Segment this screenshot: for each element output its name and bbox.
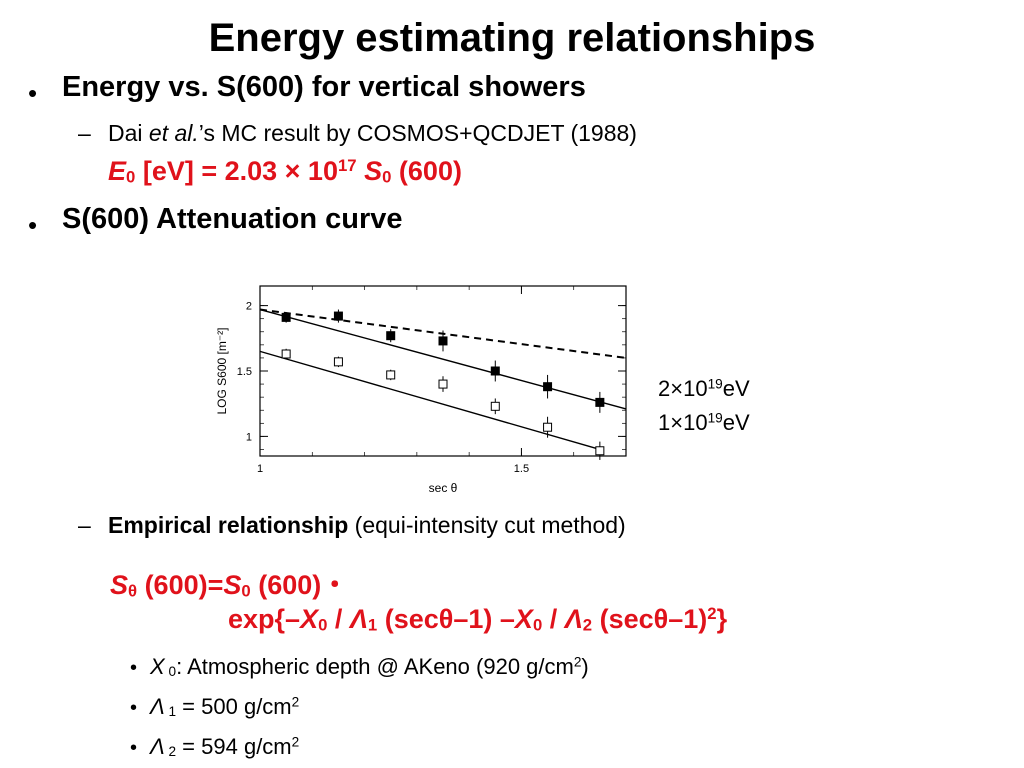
formula-end: (600)・ [250, 570, 349, 600]
item-x0: X 0: Atmospheric depth @ AKeno (920 g/cm… [150, 654, 589, 680]
data-point-2e19 [490, 366, 500, 376]
legend-unit: eV [722, 376, 750, 401]
item-text: : Atmospheric depth @ AKeno (920 g/cm [176, 654, 574, 679]
data-point-2e19 [543, 382, 553, 392]
legend-exp: 19 [707, 376, 723, 392]
exp-open: exp{– [228, 604, 301, 635]
empirical-bold: Empirical relationship [108, 512, 349, 538]
exponent-17: 17 [337, 156, 357, 175]
fit-line [259, 308, 627, 410]
x-tick-label: 1 [257, 463, 263, 475]
legend-exp: 19 [707, 410, 723, 426]
exponent-2: 2 [707, 604, 717, 623]
small-bullet: • [130, 657, 138, 679]
sub-dash: – [78, 120, 91, 146]
sub-0: 0 [532, 615, 543, 635]
bullet-dot: • [28, 210, 38, 240]
data-point-1e19 [281, 349, 291, 359]
legend-base: 2×10 [658, 376, 708, 401]
energy-formula: E0 [eV] = 2.03 × 1017 S0 (600) [108, 156, 462, 188]
dai-suffix: ’s MC result by COSMOS+QCDJET (1988) [198, 120, 637, 146]
empirical-rest: (equi-intensity cut method) [348, 512, 626, 538]
y-tick-label: 1 [246, 431, 252, 443]
symbol-x: X [150, 654, 165, 679]
bullet-energy-vs-s600: Energy vs. S(600) for vertical showers [62, 71, 586, 103]
formula-mid: [eV] = 2.03 × 10 [135, 156, 338, 187]
data-point-2e19 [595, 397, 605, 407]
et-al: et al. [148, 120, 199, 146]
slash: / [542, 604, 565, 635]
y-axis-label: LOG S600 [m⁻²] [215, 327, 229, 414]
item-text: = 594 g/cm [176, 734, 292, 759]
sub-2: 2 [582, 615, 593, 635]
data-point-1e19 [386, 370, 396, 380]
x-tick-label: 1.5 [514, 463, 529, 475]
y-tick-label: 2 [246, 301, 252, 313]
attenuation-plot: 1 1.5 2 1 1.5 sec θ LOG S600 [m⁻²] [215, 285, 627, 495]
item-text: = 500 g/cm [176, 694, 292, 719]
item-lambda1: Λ 1 = 500 g/cm2 [150, 694, 299, 720]
legend-1e19: 1×1019eV [658, 410, 750, 436]
symbol-lambda: Λ [564, 604, 583, 635]
s-theta-formula-line2: exp{–X0 / Λ1 (secθ–1) –X0 / Λ2 (secθ–1)2… [228, 604, 727, 636]
plot-frame [259, 285, 627, 457]
exp-close: } [716, 604, 728, 635]
symbol-s: S [356, 156, 383, 187]
data-point-1e19 [333, 357, 343, 367]
symbol-e: E [108, 156, 127, 187]
formula-mid: (600)= [137, 570, 224, 600]
item-tail: ) [581, 654, 589, 679]
data-point-2e19 [386, 331, 396, 341]
sub-theta: θ [128, 581, 138, 601]
slash: / [327, 604, 350, 635]
small-bullet: • [130, 737, 138, 759]
sub-0: 0 [164, 664, 177, 680]
data-point-1e19 [438, 379, 448, 389]
dai-mc-result: Dai et al.’s MC result by COSMOS+QCDJET … [108, 120, 637, 147]
data-point-2e19 [281, 312, 291, 322]
empirical-relationship: Empirical relationship (equi-intensity c… [108, 512, 626, 539]
item-lambda2: Λ 2 = 594 g/cm2 [150, 734, 299, 760]
symbol-lambda: Λ [150, 734, 165, 759]
bullet-dot: • [28, 78, 38, 108]
legend-unit: eV [722, 410, 750, 435]
sub-1: 1 [367, 615, 378, 635]
legend-2e19: 2×1019eV [658, 376, 750, 402]
y-tick-label: 1.5 [237, 366, 252, 378]
exponent-2: 2 [291, 694, 300, 710]
formula-end: (600) [391, 156, 462, 187]
data-point-2e19 [333, 311, 343, 321]
symbol-x: X [300, 604, 319, 635]
dai-prefix: Dai [108, 120, 149, 146]
data-point-1e19 [543, 422, 553, 432]
small-bullet: • [130, 697, 138, 719]
symbol-s0: S [223, 570, 242, 600]
sub-0: 0 [382, 167, 392, 187]
slide-title: Energy estimating relationships [208, 16, 816, 60]
s-theta-formula-line1: Sθ (600)=S0 (600)・ [110, 563, 348, 602]
sub-0: 0 [318, 615, 328, 635]
formula-mid: (secθ–1) – [377, 604, 515, 635]
sub-dash: – [78, 512, 91, 538]
symbol-x: X [514, 604, 533, 635]
exponent-2: 2 [573, 654, 582, 670]
fit-line [259, 350, 601, 451]
sub-2: 2 [164, 744, 177, 760]
exponent-2: 2 [291, 734, 300, 750]
data-point-1e19 [490, 401, 500, 411]
symbol-s: S [110, 570, 129, 600]
x-axis-label: sec θ [429, 481, 458, 495]
symbol-lambda: Λ [349, 604, 368, 635]
bullet-attenuation-curve: S(600) Attenuation curve [62, 203, 403, 235]
sub-0: 0 [126, 167, 136, 187]
sub-1: 1 [164, 704, 177, 720]
sub-0: 0 [241, 581, 251, 601]
legend-base: 1×10 [658, 410, 708, 435]
data-point-2e19 [438, 336, 448, 346]
formula-mid: (secθ–1) [592, 604, 708, 635]
symbol-lambda: Λ [150, 694, 165, 719]
data-point-1e19 [595, 446, 605, 456]
